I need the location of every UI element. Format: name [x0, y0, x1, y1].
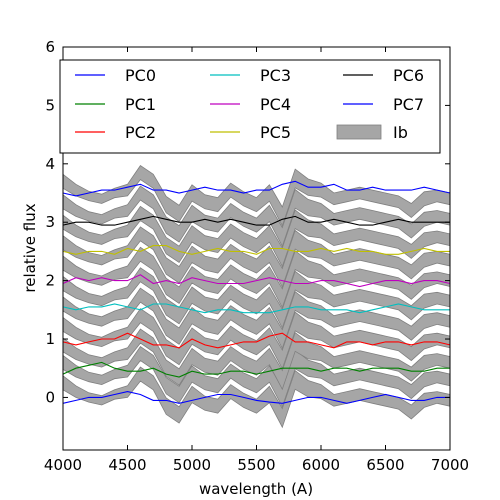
y-tick-label: 0: [45, 388, 55, 406]
series-line-pc6: [62, 215, 450, 226]
x-tick-label: 4000: [44, 456, 82, 474]
series-line-pc2: [62, 332, 451, 349]
series-line-pc1: [62, 361, 450, 378]
series-line-pc7: [62, 180, 451, 197]
y-tick-label: 4: [45, 155, 55, 173]
series-line-pc5: [62, 245, 450, 255]
legend-label-pc4: PC4: [260, 95, 291, 114]
x-tick-label: 5000: [173, 456, 211, 474]
y-tick-label: 6: [45, 38, 55, 56]
series-line-pc0: [62, 391, 450, 404]
legend-label-pc7: PC7: [393, 95, 424, 114]
x-tick-label: 6000: [302, 456, 340, 474]
x-tick-label: 7000: [431, 456, 469, 474]
legend-label-pc3: PC3: [260, 66, 291, 85]
legend-label-pc6: PC6: [393, 66, 424, 85]
legend-label-pc0: PC0: [125, 66, 156, 85]
series-line-pc4: [62, 274, 451, 288]
x-axis-label: wavelength (A): [199, 480, 313, 498]
y-axis-label: relative flux: [21, 203, 39, 292]
legend-label-pc2: PC2: [125, 123, 156, 142]
y-tick-label: 2: [45, 272, 55, 290]
y-tick-label: 5: [45, 96, 55, 114]
legend-label-pc5: PC5: [260, 123, 291, 142]
pc-series: [62, 180, 451, 404]
x-tick-label: 5500: [237, 456, 275, 474]
legend-swatch-ib: [336, 124, 382, 140]
x-tick-label: 6500: [366, 456, 404, 474]
y-axis-ticks: 0 1 2 3 4 5 6: [45, 38, 450, 406]
y-tick-label: 3: [45, 213, 55, 231]
legend: PC0 PC1 PC2 PC3 PC4 PC5 PC6 PC7 Ib: [59, 59, 441, 154]
legend-box: [59, 59, 441, 154]
legend-label-pc1: PC1: [125, 95, 156, 114]
y-tick-label: 1: [45, 330, 55, 348]
x-axis-ticks: 4000 4500 5000 5500 6000 6500 7000: [44, 47, 469, 474]
x-tick-label: 4500: [108, 456, 146, 474]
series-line-pc3: [62, 303, 450, 314]
legend-label-ib: Ib: [393, 123, 408, 142]
